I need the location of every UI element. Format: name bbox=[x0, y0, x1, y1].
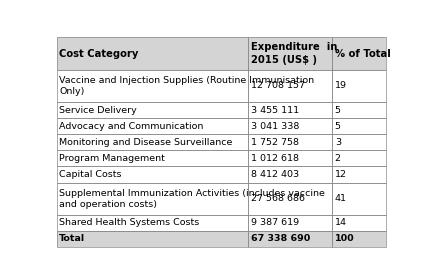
Text: Service Delivery: Service Delivery bbox=[59, 106, 137, 115]
Bar bbox=[248, 38, 332, 70]
Bar bbox=[248, 70, 332, 102]
Bar bbox=[332, 102, 386, 118]
Bar bbox=[57, 38, 248, 70]
Bar bbox=[57, 231, 248, 247]
Text: 67 338 690: 67 338 690 bbox=[251, 234, 310, 244]
Bar bbox=[332, 166, 386, 183]
Text: 14: 14 bbox=[335, 218, 347, 227]
Text: 5: 5 bbox=[335, 122, 341, 131]
Bar bbox=[332, 70, 386, 102]
Bar bbox=[57, 183, 248, 215]
Bar bbox=[248, 215, 332, 231]
Bar bbox=[57, 231, 248, 247]
Text: 3 455 111: 3 455 111 bbox=[251, 106, 299, 115]
Bar bbox=[332, 134, 386, 150]
Text: Total: Total bbox=[59, 234, 86, 244]
Text: 9 387 619: 9 387 619 bbox=[251, 218, 299, 227]
Bar bbox=[248, 134, 332, 150]
Bar bbox=[248, 150, 332, 166]
Bar bbox=[332, 183, 386, 215]
Bar bbox=[248, 231, 332, 247]
Bar bbox=[332, 38, 386, 70]
Text: 3: 3 bbox=[335, 138, 341, 147]
Text: Program Management: Program Management bbox=[59, 154, 165, 163]
Text: 2: 2 bbox=[335, 154, 341, 163]
Text: 19: 19 bbox=[335, 81, 347, 90]
Bar bbox=[57, 215, 248, 231]
Text: 100: 100 bbox=[335, 234, 354, 244]
Text: Cost Category: Cost Category bbox=[59, 49, 139, 59]
Bar bbox=[248, 231, 332, 247]
Bar bbox=[332, 215, 386, 231]
Text: 1 752 758: 1 752 758 bbox=[251, 138, 299, 147]
Bar bbox=[57, 118, 248, 134]
Bar bbox=[57, 70, 248, 102]
Text: 1 012 618: 1 012 618 bbox=[251, 154, 299, 163]
Bar bbox=[57, 102, 248, 118]
Text: 27 568 686: 27 568 686 bbox=[251, 194, 305, 203]
Text: Capital Costs: Capital Costs bbox=[59, 170, 122, 179]
Text: 12: 12 bbox=[335, 170, 347, 179]
Bar bbox=[332, 231, 386, 247]
Bar bbox=[248, 166, 332, 183]
Text: Advocacy and Communication: Advocacy and Communication bbox=[59, 122, 204, 131]
Bar bbox=[57, 38, 248, 70]
Text: Shared Health Systems Costs: Shared Health Systems Costs bbox=[59, 218, 200, 227]
Text: Supplemental Immunization Activities (includes vaccine
and operation costs): Supplemental Immunization Activities (in… bbox=[59, 189, 325, 209]
Bar bbox=[332, 118, 386, 134]
Bar bbox=[248, 118, 332, 134]
Text: 12 708 157: 12 708 157 bbox=[251, 81, 305, 90]
Text: Vaccine and Injection Supplies (Routine Immunisation
Only): Vaccine and Injection Supplies (Routine … bbox=[59, 76, 314, 96]
Bar bbox=[57, 150, 248, 166]
Bar bbox=[57, 134, 248, 150]
Text: % of Total: % of Total bbox=[335, 49, 391, 59]
Text: Expenditure  in
2015 (US$ ): Expenditure in 2015 (US$ ) bbox=[251, 42, 337, 65]
Text: 3 041 338: 3 041 338 bbox=[251, 122, 299, 131]
Bar bbox=[57, 166, 248, 183]
Bar bbox=[332, 231, 386, 247]
Bar bbox=[332, 150, 386, 166]
Bar bbox=[332, 38, 386, 70]
Text: Monitoring and Disease Surveillance: Monitoring and Disease Surveillance bbox=[59, 138, 233, 147]
Text: 5: 5 bbox=[335, 106, 341, 115]
Text: 41: 41 bbox=[335, 194, 347, 203]
Bar bbox=[248, 102, 332, 118]
Bar bbox=[248, 38, 332, 70]
Bar bbox=[248, 183, 332, 215]
Text: 8 412 403: 8 412 403 bbox=[251, 170, 299, 179]
